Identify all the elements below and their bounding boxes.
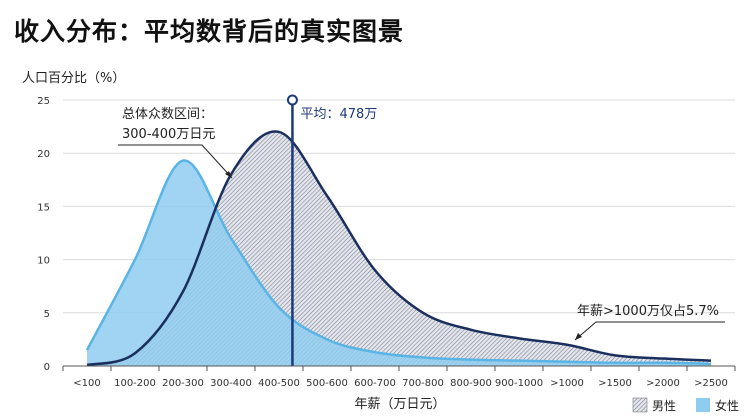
chart-title: 收入分布：平均数背后的真实图景 [14,17,405,46]
top-earner-arrow [574,321,725,341]
x-tick-label: 200-300 [162,378,204,389]
y-tick-label: 25 [37,96,50,107]
x-tick-label: 700-800 [402,378,444,389]
mean-label: 平均：478万 [300,107,377,122]
female-area [87,160,711,366]
x-tick-label: 100-200 [114,378,156,389]
mean-marker [286,94,298,106]
x-tick-label: >2000 [646,378,680,389]
x-tick-label: 600-700 [354,378,396,389]
x-tick-label: 800-900 [450,378,492,389]
y-tick-label: 10 [37,256,50,267]
x-tick-label: >2500 [694,378,728,389]
mode-annotation-line1: 总体众数区间： [122,107,213,122]
top-earner-arrowhead [575,333,582,340]
x-tick-label: >1500 [598,378,632,389]
x-tick-label: 500-600 [306,378,348,389]
y-tick-label: 20 [37,149,50,160]
y-tick-label: 0 [44,362,50,373]
x-tick-label: 400-500 [258,378,300,389]
x-tick-label: 900-1000 [495,378,543,389]
male-line [86,130,712,367]
top-earner-annotation: 年薪>1000万仅占5.7% [577,304,719,319]
legend-swatch-male [632,397,648,413]
legend: 男性 女性 [632,397,739,413]
mode-arrow [118,144,233,179]
x-axis-label: 年薪（万日元） [354,397,445,412]
legend-swatch-female [696,398,710,412]
x-tick-label: <100 [73,378,100,389]
x-tick-label: >1000 [550,378,584,389]
y-axis-label: 人口百分比（%） [22,71,125,86]
mode-arrowhead [225,171,232,178]
x-tick-label: 300-400 [210,378,252,389]
female-line [85,159,712,366]
mode-annotation-line2: 300-400万日元 [122,127,215,142]
legend-label-female: 女性 [715,398,739,413]
y-tick-label: 5 [44,309,50,320]
legend-label-male: 男性 [652,399,676,413]
y-tick-label: 15 [37,202,50,213]
